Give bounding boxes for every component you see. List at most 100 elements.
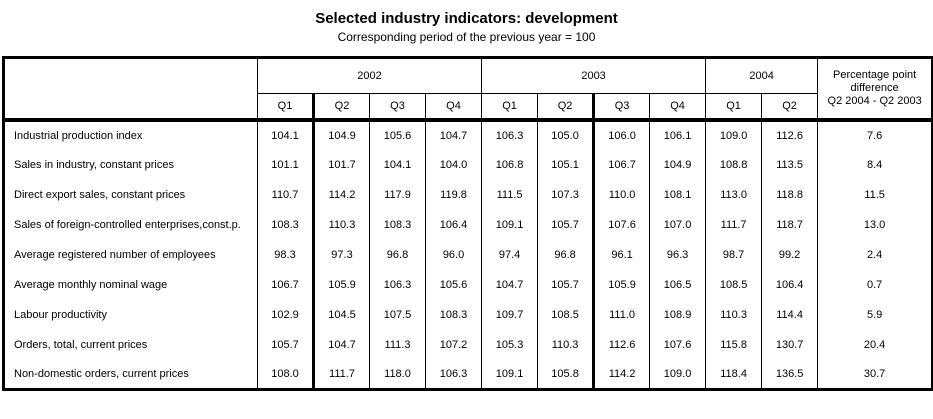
table-row: Non-domestic orders, current prices 108.0… [3,359,933,390]
value-cell: 109.1 [481,359,539,390]
value-cell: 108.3 [257,209,315,240]
value-cell: 136.5 [761,359,819,390]
row-label: Direct export sales, constant prices [3,179,258,210]
value-cell: 111.7 [313,359,370,390]
value-cell: 97.3 [313,239,370,270]
value-cell: 111.5 [481,179,539,210]
value-cell: 105.8 [537,359,596,390]
value-cell: 104.9 [649,149,707,180]
value-cell: 102.9 [257,299,315,330]
value-cell: 108.9 [649,299,707,330]
value-cell: 108.0 [257,359,315,390]
value-cell: 98.3 [257,239,315,270]
value-cell: 110.3 [705,299,763,330]
value-cell: 118.7 [761,209,819,240]
value-cell: 104.5 [313,299,370,330]
quarter-header-2002-Q4: Q4 [424,93,483,122]
quarter-header-2003-Q1: Q1 [481,93,539,122]
value-cell: 106.4 [424,209,483,240]
row-label: Average monthly nominal wage [3,269,258,300]
value-cell: 108.5 [705,269,763,300]
quarter-header-2003-Q4: Q4 [649,93,707,122]
row-label: Industrial production index [3,119,258,150]
value-cell: 113.0 [705,179,763,210]
value-cell: 105.9 [313,269,370,300]
table-row: Sales of foreign-controlled enterprises,… [3,209,933,240]
value-cell: 105.9 [593,269,651,300]
table-row: Industrial production index 104.1 104.9 105… [3,119,933,150]
value-cell: 108.1 [649,179,707,210]
value-cell: 106.7 [593,149,651,180]
value-cell: 99.2 [761,239,819,270]
value-cell: 106.7 [257,269,315,300]
value-cell: 96.0 [424,239,483,270]
value-cell: 107.6 [593,209,651,240]
value-cell: 107.5 [369,299,426,330]
row-label: Labour productivity [3,299,258,330]
value-cell: 109.7 [481,299,539,330]
page-subtitle: Corresponding period of the previous yea… [337,30,596,44]
value-cell: 107.0 [649,209,707,240]
value-cell: 108.5 [537,299,596,330]
value-cell: 108.8 [705,149,763,180]
value-cell: 109.0 [649,359,707,390]
value-cell: 98.7 [705,239,763,270]
year-header-2003: 2003 [481,57,707,94]
value-cell: 110.7 [257,179,315,210]
value-cell: 105.6 [424,269,483,300]
year-header-2002: 2002 [256,57,483,94]
value-cell: 110.0 [593,179,651,210]
value-cell: 104.9 [313,119,370,150]
row-label: Orders, total, current prices [3,329,258,360]
value-cell: 112.6 [761,119,819,150]
value-cell: 107.6 [649,329,707,360]
value-cell: 113.5 [761,149,819,180]
value-cell: 108.3 [369,209,426,240]
value-cell: 118.8 [761,179,819,210]
diff-value-cell: 8.4 [817,149,933,180]
row-label: Sales of foreign-controlled enterprises,… [3,209,258,240]
value-cell: 104.1 [369,149,426,180]
diff-value-cell: 0.7 [817,269,933,300]
value-cell: 104.0 [424,149,483,180]
quarter-header-2003-Q3: Q3 [593,93,651,122]
diff-value-cell: 7.6 [817,119,933,150]
quarter-header-2002-Q2: Q2 [313,93,370,122]
diff-value-cell: 11.5 [817,179,933,210]
value-cell: 117.9 [369,179,426,210]
value-cell: 118.0 [369,359,426,390]
value-cell: 105.7 [537,209,596,240]
value-cell: 105.7 [257,329,315,360]
row-label: Average registered number of employees [3,239,258,270]
value-cell: 109.1 [481,209,539,240]
value-cell: 104.7 [481,269,539,300]
value-cell: 104.1 [257,119,315,150]
table-row: Labour productivity 102.9 104.5 107.5 108.3 1… [3,299,933,330]
value-cell: 114.2 [313,179,370,210]
value-cell: 104.7 [424,119,483,150]
value-cell: 112.6 [593,329,651,360]
value-cell: 111.7 [705,209,763,240]
diff-column-header: Percentage point difference Q2 2004 - Q2… [817,57,933,122]
value-cell: 104.7 [313,329,370,360]
value-cell: 107.3 [537,179,596,210]
value-cell: 105.6 [369,119,426,150]
diff-value-cell: 5.9 [817,299,933,330]
title-block: Selected industry indicators: developmen… [0,0,933,45]
table-row: Average registered number of employees 98… [3,239,933,270]
value-cell: 96.8 [369,239,426,270]
value-cell: 105.0 [537,119,596,150]
diff-value-cell: 30.7 [817,359,933,390]
diff-header-line-3: Q2 2004 - Q2 2003 [827,94,922,107]
value-cell: 97.4 [481,239,539,270]
indicator-column-header-cell [3,57,258,122]
quarter-header-2003-Q2: Q2 [537,93,596,122]
value-cell: 106.0 [593,119,651,150]
diff-value-cell: 2.4 [817,239,933,270]
diff-header-line-2: difference [850,81,899,94]
value-cell: 96.8 [537,239,596,270]
diff-value-cell: 13.0 [817,209,933,240]
quarter-header-2002-Q1: Q1 [257,93,315,122]
value-cell: 114.2 [593,359,651,390]
value-cell: 110.3 [537,329,596,360]
